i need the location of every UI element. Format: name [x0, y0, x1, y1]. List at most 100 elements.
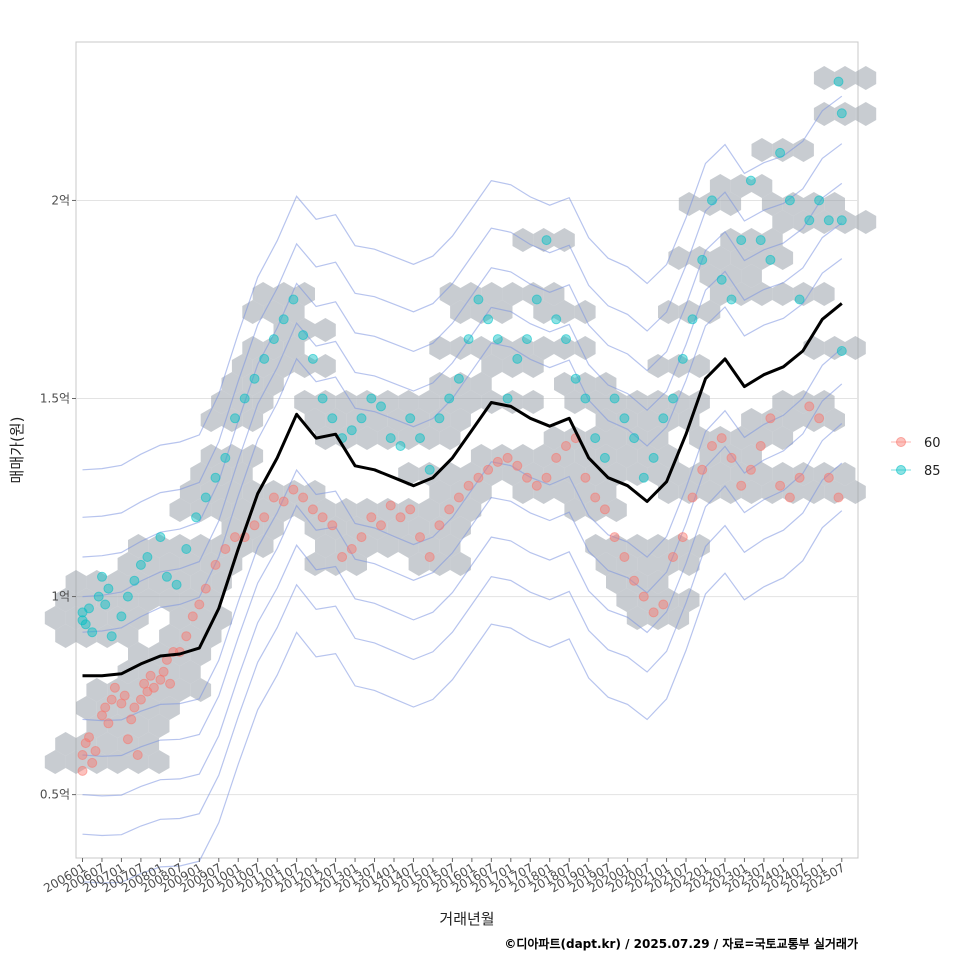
point-60: [194, 599, 205, 610]
hexbin-cell: [751, 246, 773, 270]
x-axis: 2006012006072007012007072008012008072009…: [41, 858, 847, 896]
hexbin-cell: [294, 282, 315, 306]
hexbin-cell: [460, 462, 482, 486]
point-85: [677, 353, 688, 364]
hexbin-cell: [439, 534, 461, 558]
point-85: [836, 108, 847, 119]
hexbin-cell: [741, 480, 762, 504]
hexbin-cell: [595, 480, 617, 504]
point-60: [716, 433, 727, 444]
hexbin-cell: [699, 480, 721, 504]
density-contours: [82, 95, 843, 884]
point-60: [755, 441, 766, 451]
hexbin-cell: [439, 462, 461, 486]
point-85: [531, 294, 542, 305]
point-85: [424, 464, 435, 475]
hexbin-cell: [668, 534, 690, 558]
point-85: [599, 452, 610, 463]
point-85: [794, 294, 805, 305]
point-85: [697, 254, 708, 265]
hexbin-cell: [44, 750, 66, 774]
point-85: [171, 579, 182, 590]
point-60: [230, 532, 240, 543]
hexbin-cell: [356, 534, 378, 558]
hexbin-cell: [585, 498, 606, 522]
hexbin-cell: [730, 426, 752, 450]
point-60: [129, 702, 140, 713]
point-60: [453, 492, 464, 503]
hexbin-cell: [522, 354, 544, 378]
hexbin-cell: [408, 552, 430, 576]
hexbin-cell: [356, 426, 378, 450]
hexbin-cell: [772, 282, 794, 306]
hexbin-cell: [585, 462, 606, 486]
hexbin-cell: [221, 516, 243, 540]
contour-line: [82, 258, 843, 633]
hexbin-cell: [242, 372, 264, 396]
point-85: [836, 215, 847, 226]
hexbin-cell: [242, 444, 264, 468]
point-60: [119, 690, 130, 701]
point-85: [84, 603, 94, 614]
hexbin-cell: [450, 408, 471, 432]
hexbin-cell: [668, 246, 690, 270]
contour-line: [82, 95, 843, 471]
point-60: [765, 413, 776, 424]
hexbin-cell: [647, 426, 669, 450]
point-85: [765, 254, 776, 265]
point-60: [106, 694, 117, 705]
point-60: [200, 583, 211, 594]
point-60: [77, 765, 88, 776]
hexbin-cell: [315, 426, 336, 450]
hexbin-cell: [626, 534, 648, 558]
point-60: [337, 552, 348, 562]
hexbin-cell: [159, 588, 180, 612]
point-85: [142, 552, 153, 562]
point-85: [453, 373, 464, 384]
hexbin-cell: [96, 732, 118, 756]
point-60: [668, 552, 678, 562]
hexbin-cell: [252, 534, 274, 558]
hexbin-cell: [491, 336, 513, 360]
contour-line: [82, 383, 843, 757]
hexbin-cell: [772, 462, 794, 486]
point-60: [736, 480, 747, 491]
hexbin-cell: [325, 552, 347, 576]
hexbin-cell: [751, 138, 773, 162]
hexbin-cell: [761, 228, 783, 252]
hexbin-cell: [377, 390, 399, 414]
point-85: [434, 413, 445, 424]
hexbin-cell: [678, 192, 700, 216]
hexbin-cell: [502, 282, 523, 306]
hexbin-cell: [221, 372, 243, 396]
hexbin-cell: [429, 408, 451, 432]
point-60: [551, 452, 562, 463]
hexbin-cell: [824, 480, 845, 504]
hexbin-cell: [200, 444, 222, 468]
hexbin-cell: [429, 516, 451, 540]
hexbin-cell: [190, 498, 212, 522]
hexbin-cell: [377, 534, 399, 558]
hexbin-cell: [76, 732, 97, 756]
hexbin-cell: [190, 534, 212, 558]
hexbin-cell: [283, 336, 305, 360]
hexbin-cell: [834, 462, 856, 486]
hexbin-cell: [616, 588, 638, 612]
hexbin-cell: [304, 552, 326, 576]
point-60: [444, 504, 455, 515]
hexbin-cell: [626, 570, 648, 594]
point-60: [148, 682, 159, 693]
legend-label-85: 85: [924, 464, 941, 479]
point-85: [129, 575, 140, 586]
point-85: [97, 571, 107, 582]
point-60: [158, 666, 169, 677]
point-60: [259, 512, 270, 523]
hexbin-cell: [668, 390, 690, 414]
hexbin-cell: [730, 246, 752, 270]
point-60: [327, 520, 338, 531]
hexbin-cell: [315, 498, 336, 522]
point-60: [220, 544, 231, 554]
hexbin-cell: [699, 300, 721, 324]
point-85: [492, 334, 503, 345]
hexbin-cell: [564, 498, 586, 522]
